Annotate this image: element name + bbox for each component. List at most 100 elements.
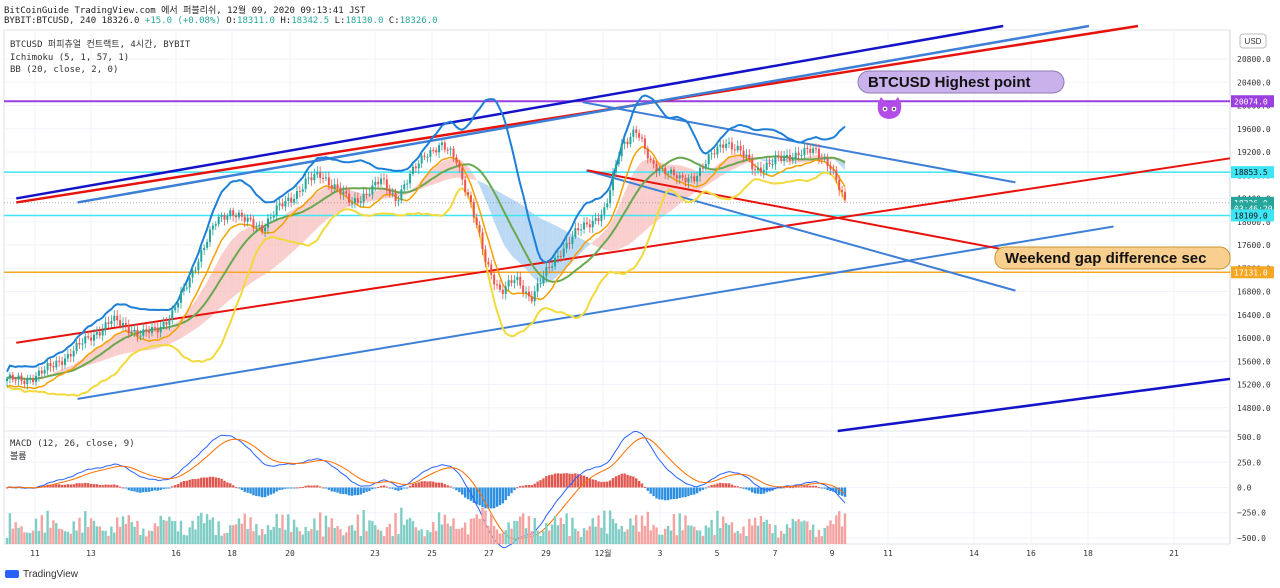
macd-histogram-bar (310, 485, 313, 488)
volume-bar (136, 521, 139, 544)
macd-histogram-bar (14, 487, 17, 489)
macd-histogram-bar (89, 483, 93, 488)
volume-bar (231, 525, 235, 544)
macd-histogram-bar (559, 473, 563, 488)
support-red-line[interactable] (16, 157, 1231, 344)
upper-blue-line[interactable] (77, 24, 1090, 204)
macd-histogram-bar (704, 487, 708, 489)
volume-bar (780, 530, 783, 544)
volume-bar (66, 531, 70, 544)
macd-histogram-bar (313, 485, 316, 488)
volume-bar (814, 537, 818, 544)
macd-histogram-bar (307, 485, 310, 488)
lower-descending-blue[interactable] (586, 169, 1016, 292)
cloud-segment (433, 166, 437, 185)
macd-histogram-bar (113, 484, 116, 488)
macd-histogram-bar (333, 487, 336, 492)
candle (159, 326, 162, 333)
candle (649, 158, 652, 161)
highest-point-callout[interactable] (857, 70, 1065, 94)
macd-histogram-bar (20, 487, 23, 489)
candle (75, 342, 78, 351)
volume-bar (626, 529, 629, 544)
macd-histogram-bar (156, 487, 159, 491)
candle (14, 379, 17, 381)
candle (29, 378, 32, 380)
cloud-segment (549, 222, 553, 283)
volume-bar (727, 524, 731, 544)
x-tick-label: 11 (30, 549, 40, 558)
volume-bar (92, 520, 96, 544)
candle (237, 212, 240, 218)
macd-histogram-bar (260, 487, 264, 498)
volume-bar (452, 518, 455, 544)
macd-histogram-bar (284, 487, 287, 489)
weekend-gap-callout[interactable] (994, 246, 1231, 270)
volume-bar (498, 533, 502, 544)
volume-bar (565, 513, 568, 544)
candle (510, 280, 513, 283)
candle (365, 193, 368, 195)
macd-histogram-bar (458, 487, 461, 493)
candle (214, 224, 217, 226)
macd-histogram-bar (788, 487, 792, 489)
macd-histogram-bar (246, 487, 249, 493)
price-level-label: 18109.0 (1234, 211, 1268, 220)
macd-histogram-bar (347, 487, 351, 496)
candle (295, 191, 298, 199)
candle (635, 129, 638, 133)
macd-histogram-bar (84, 482, 87, 488)
volume-bar (121, 516, 125, 544)
macd-histogram-bar (643, 486, 647, 488)
descending-red-line[interactable] (587, 169, 1010, 252)
lower-channel-line[interactable] (837, 377, 1231, 433)
candle (284, 201, 287, 207)
volume-bar (11, 528, 14, 544)
cloud-segment (737, 154, 741, 168)
macd-histogram-bar (69, 484, 72, 488)
candle (751, 159, 754, 170)
cloud-segment (288, 210, 292, 256)
tradingview-brand[interactable]: TradingView (5, 569, 78, 580)
volume-bar (681, 530, 684, 544)
volume-bar (220, 535, 223, 544)
macd-histogram-bar (730, 484, 734, 488)
candle (554, 257, 557, 267)
volume-bar (710, 519, 713, 544)
volume-bar (368, 520, 371, 544)
macd-histogram-bar (513, 487, 516, 491)
candle (345, 191, 348, 194)
cloud-segment (540, 218, 544, 284)
candle (165, 322, 168, 325)
cloud-segment (262, 225, 266, 276)
y-tick-label: 20800.0 (1237, 55, 1271, 64)
macd-histogram-bar (762, 487, 766, 494)
macd-histogram-bar (191, 478, 194, 488)
volume-bar (72, 521, 75, 544)
high-value: 18342.5 (291, 16, 330, 26)
macd-histogram-bar (316, 485, 319, 488)
macd-histogram-bar (272, 487, 275, 494)
macd-tick-label: −500.0 (1237, 534, 1266, 543)
x-tick-label: 12월 (595, 548, 612, 558)
support-blue-line[interactable] (77, 225, 1114, 400)
macd-histogram-bar (231, 485, 235, 488)
macd-histogram-bar (843, 487, 847, 497)
cloud-segment (265, 223, 268, 275)
cloud-segment (633, 168, 637, 241)
macd-histogram-bar (797, 486, 800, 488)
volume-bar (55, 523, 58, 544)
candle (330, 185, 333, 189)
volume-bar (617, 529, 621, 544)
cloud-segment (230, 238, 234, 300)
upper-channel-line[interactable] (16, 24, 1004, 200)
y-tick-label: 16800.0 (1237, 288, 1271, 297)
volume-bar (449, 526, 452, 544)
candle (327, 177, 330, 186)
volume-bar (95, 526, 99, 544)
macd-histogram-bar (782, 487, 786, 489)
close-label: C: (388, 16, 400, 26)
volume-bar (14, 522, 17, 544)
currency-button[interactable] (1239, 33, 1267, 49)
